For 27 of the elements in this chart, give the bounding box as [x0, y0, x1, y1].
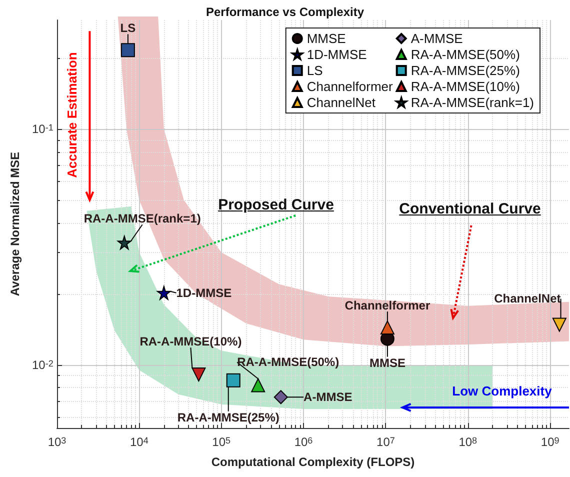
annotation: Accurate Estimation [64, 52, 80, 178]
text: RA-A-MMSE(10%) [140, 334, 242, 349]
annotation: Conventional Curve [399, 200, 541, 218]
legend-label: MMSE [306, 31, 346, 46]
legend-label: RA-A-MMSE(25%) [410, 63, 520, 78]
text: RA-A-MMSE(25%) [177, 410, 280, 424]
text: ChannelNet [494, 292, 561, 306]
text: A-MMSE [410, 31, 463, 46]
text: 1D-MMSE [306, 47, 367, 62]
chart-title: Performance vs Complexity [206, 5, 364, 19]
legend-label: RA-A-MMSE(rank=1) [410, 95, 534, 110]
legend-label: LS [306, 63, 324, 78]
annotation: Low Complexity [452, 384, 552, 398]
legend-label: 1D-MMSE [176, 286, 232, 300]
legend-label: A-MMSE [304, 390, 352, 404]
legend-label: ChannelNet [306, 95, 376, 110]
legend-label: RA-A-MMSE(50%) [410, 47, 520, 62]
x-axis-title: Computational Complexity (FLOPS) [211, 455, 415, 469]
legend-label: Channelformer [306, 79, 394, 94]
text: Channelformer [344, 298, 430, 313]
annotation: Proposed Curve [218, 196, 334, 214]
text: RA-A-MMSE(50%) [237, 355, 340, 370]
text: MMSE [369, 356, 406, 370]
text: LS [120, 21, 136, 36]
y-axis-title: Average Normalized MSE [8, 152, 22, 296]
legend-label: RA-A-MMSE(10%) [410, 79, 520, 94]
text: RA-A-MMSE(rank=1) [84, 212, 201, 226]
